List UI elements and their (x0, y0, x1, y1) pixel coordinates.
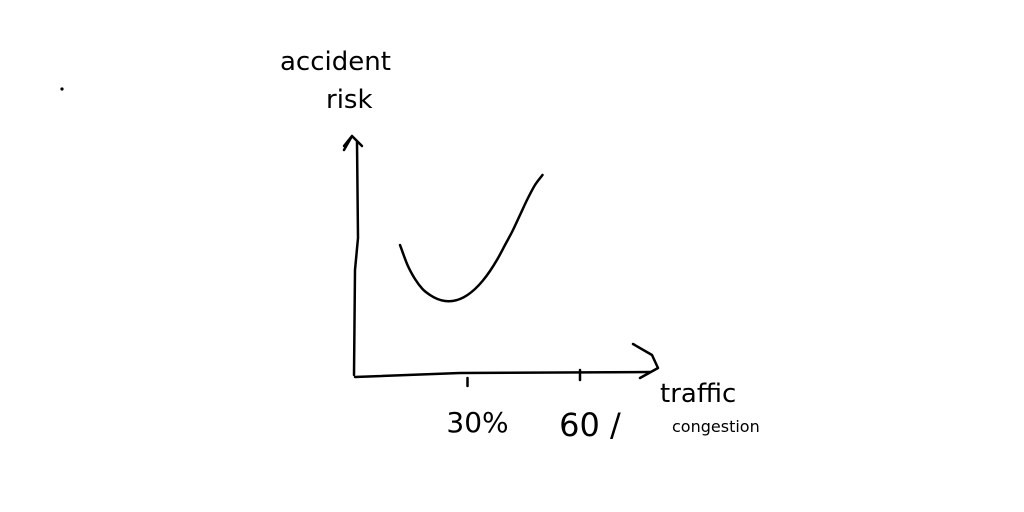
y-axis (352, 140, 360, 377)
x-axis-label-line-2: congestion (672, 417, 760, 436)
y-axis-label-line-1: accident (280, 47, 391, 77)
x-axis-label-line-1: traffic (660, 379, 736, 409)
x-tick-label-60: 60 / (559, 406, 621, 444)
y-axis-label-line-2: risk (326, 85, 373, 115)
series-line-curve (398, 173, 544, 303)
x-axis-arrowhead (631, 342, 660, 380)
stray-dot (60, 87, 64, 91)
x-axis (353, 370, 652, 379)
y-axis-arrowhead (342, 134, 364, 152)
x-tick-label-30: 30% (446, 406, 508, 439)
